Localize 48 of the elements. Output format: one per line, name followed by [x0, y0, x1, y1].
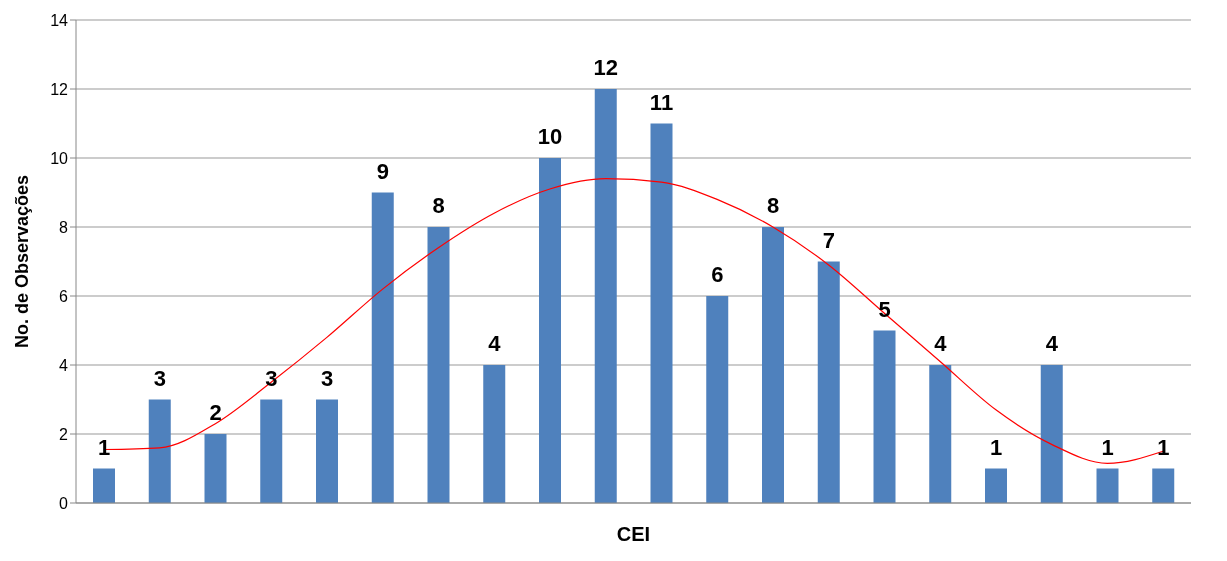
y-tick-label: 4 — [59, 356, 69, 374]
x-axis-title: CEI — [616, 523, 651, 545]
data-label: 1 — [97, 434, 111, 460]
bar — [260, 399, 283, 503]
bar — [706, 296, 729, 503]
bar — [93, 468, 115, 503]
bar — [873, 330, 896, 503]
data-label: 7 — [822, 227, 835, 253]
bar — [204, 434, 227, 503]
data-label: 2 — [209, 400, 222, 425]
bar — [427, 227, 450, 503]
data-label: 9 — [376, 158, 389, 184]
y-tick-label: 0 — [59, 494, 69, 512]
data-label: 4 — [1045, 331, 1059, 356]
data-label: 4 — [934, 331, 948, 356]
y-axis-title: No. de Observações — [12, 174, 33, 349]
bar — [650, 123, 673, 503]
bar — [316, 399, 338, 503]
bar — [1040, 365, 1063, 503]
bar — [371, 192, 394, 503]
bar — [817, 261, 840, 503]
y-tick-label: 14 — [50, 11, 69, 29]
data-label: 8 — [432, 193, 445, 218]
bar — [539, 158, 561, 503]
y-tick-label: 10 — [50, 149, 69, 167]
y-tick-label: 6 — [59, 287, 69, 305]
y-tick-label: 2 — [59, 425, 69, 443]
bar — [762, 227, 784, 503]
data-label: 11 — [649, 89, 674, 115]
bar — [929, 365, 952, 503]
bar — [594, 89, 617, 503]
bar — [985, 468, 1007, 503]
data-label: 3 — [153, 365, 166, 391]
data-label: 1 — [1157, 434, 1170, 460]
data-label: 12 — [593, 55, 618, 80]
bar — [483, 365, 506, 503]
data-label: 1 — [1101, 434, 1114, 460]
data-label: 8 — [766, 193, 780, 218]
data-label: 6 — [711, 262, 724, 287]
y-tick-label: 12 — [50, 80, 69, 98]
bar — [1096, 468, 1119, 503]
bar — [148, 399, 171, 503]
data-label: 3 — [320, 365, 334, 391]
data-label: 1 — [989, 434, 1003, 460]
data-label: 4 — [488, 331, 502, 356]
y-tick-label: 8 — [59, 218, 69, 236]
data-label: 10 — [537, 124, 563, 149]
bar — [1152, 468, 1175, 503]
